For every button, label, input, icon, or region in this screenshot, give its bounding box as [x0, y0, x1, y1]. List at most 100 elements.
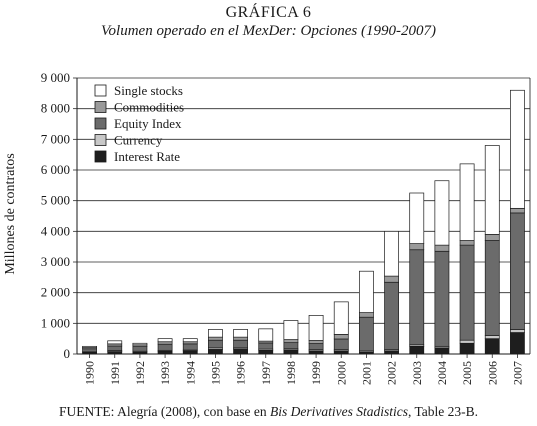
- legend-label: Interest Rate: [114, 149, 180, 164]
- bar-segment: [459, 163, 475, 241]
- bar-segment: [510, 207, 525, 214]
- bar-segment: [484, 234, 500, 241]
- bar-segment: [434, 250, 450, 347]
- x-tick-label: 2007: [510, 361, 524, 385]
- bar-segment: [484, 338, 500, 355]
- bar-segment: [82, 348, 97, 353]
- bar-segment: [208, 349, 223, 355]
- bar-segment: [182, 338, 198, 343]
- bar-segment: [459, 244, 475, 341]
- bars: [82, 89, 525, 355]
- legend-swatch: [94, 117, 107, 130]
- bar-segment: [409, 345, 425, 355]
- bar-segment: [384, 275, 399, 283]
- bar-segment: [258, 328, 274, 342]
- bar-segment: [459, 342, 475, 355]
- bar-segment: [434, 347, 450, 355]
- y-tick-label: 4 000: [41, 223, 70, 238]
- x-tick-label: 1992: [133, 361, 147, 385]
- bar-segment: [384, 281, 399, 351]
- bar-segment: [459, 339, 475, 344]
- bar-segment: [359, 316, 374, 352]
- gridlines: [77, 77, 530, 324]
- y-axis-ticks: 0 1 000 2 000 3 000 4 000 5 000 6 000 7 000 8 00…: [41, 70, 77, 361]
- x-tick-label: 1993: [158, 361, 172, 385]
- legend-label: Equity Index: [114, 116, 182, 131]
- bar-segment: [107, 345, 123, 351]
- y-tick-label: 8 000: [41, 101, 70, 116]
- bar-segment: [359, 270, 374, 313]
- x-tick-label: 2000: [334, 361, 348, 385]
- bar-segment: [182, 343, 198, 351]
- x-tick-label: 1994: [183, 361, 197, 385]
- bar-segment: [434, 244, 450, 252]
- x-tick-label: 1995: [208, 361, 222, 385]
- bar-segment: [333, 301, 349, 335]
- bar-segment: [384, 230, 399, 277]
- legend-swatch: [94, 134, 107, 146]
- legend-item: Currency: [94, 133, 163, 148]
- source-suffix: , Table 23-B.: [408, 404, 479, 419]
- bar-segment: [283, 320, 299, 340]
- legend-swatch: [94, 84, 107, 97]
- source-prefix: FUENTE: Alegría (2008), con base en: [58, 404, 271, 419]
- bar-segment: [283, 349, 299, 355]
- y-tick-label: 5 000: [41, 193, 70, 208]
- bar-segment: [359, 312, 374, 318]
- plot-frame: [76, 78, 531, 355]
- legend-item: Equity Index: [94, 116, 182, 131]
- bar-segment: [510, 212, 525, 330]
- bar-segment: [308, 340, 324, 344]
- legend-label: Currency: [114, 133, 163, 148]
- bar-segment: [510, 89, 525, 209]
- legend-item: Interest Rate: [94, 149, 180, 164]
- bar-segment: [82, 345, 97, 348]
- bar-segment: [484, 240, 500, 336]
- bar-segment: [459, 240, 475, 246]
- bar-segment: [409, 249, 425, 346]
- source-note: FUENTE: Alegría (2008), con base en Bis …: [0, 404, 537, 420]
- bar-segment: [157, 338, 173, 343]
- x-tick-label: 1999: [309, 361, 323, 385]
- y-tick-label: 0: [64, 346, 71, 361]
- y-tick-label: 7 000: [41, 131, 70, 146]
- x-tick-label: 1997: [259, 361, 273, 385]
- bar-segment: [308, 343, 324, 351]
- x-tick-label: 2003: [410, 361, 424, 385]
- bar-segment: [484, 335, 500, 340]
- x-tick-label: 2002: [385, 361, 399, 385]
- bar-segment: [157, 343, 173, 351]
- bar-segment: [283, 342, 299, 350]
- x-tick-label: 1990: [83, 361, 97, 385]
- x-tick-label: 1991: [108, 361, 122, 385]
- legend-label: Single stocks: [114, 83, 183, 98]
- bar-segment: [132, 342, 148, 346]
- bar-segment: [157, 341, 173, 345]
- legend-swatch: [94, 150, 107, 163]
- x-axis-ticks: 1990 1991 1992 1993 1994 1995 1996 1997 1998 1999…: [83, 354, 524, 385]
- bar-segment: [409, 243, 425, 251]
- chart-subtitle: Volumen operado en el MexDer: Opciones (…: [101, 23, 436, 39]
- bar-segment: [233, 339, 248, 349]
- y-tick-label: 3 000: [41, 254, 70, 269]
- x-tick-label: 2006: [485, 361, 499, 385]
- legend-swatch: [94, 101, 107, 113]
- legend-item: Single stocks: [94, 83, 183, 98]
- bar-segment: [409, 192, 425, 244]
- legend-label: Commodities: [114, 100, 184, 115]
- x-tick-label: 1998: [284, 361, 298, 385]
- bar-segment: [208, 339, 223, 349]
- y-tick-label: 2 000: [41, 285, 70, 300]
- legend-item: Commodities: [94, 100, 184, 115]
- bar-segment: [283, 339, 299, 344]
- x-tick-label: 2004: [435, 361, 449, 385]
- bar-segment: [484, 145, 500, 235]
- source-italic: Bis Derivatives Stadistics: [270, 404, 408, 419]
- bar-segment: [510, 332, 525, 355]
- bar-segment: [258, 349, 274, 355]
- bar-segment: [107, 340, 123, 345]
- bar-segment: [208, 336, 223, 341]
- y-tick-label: 6 000: [41, 162, 70, 177]
- x-tick-label: 1996: [234, 361, 248, 385]
- y-axis-label: Millones de contratos: [3, 153, 18, 274]
